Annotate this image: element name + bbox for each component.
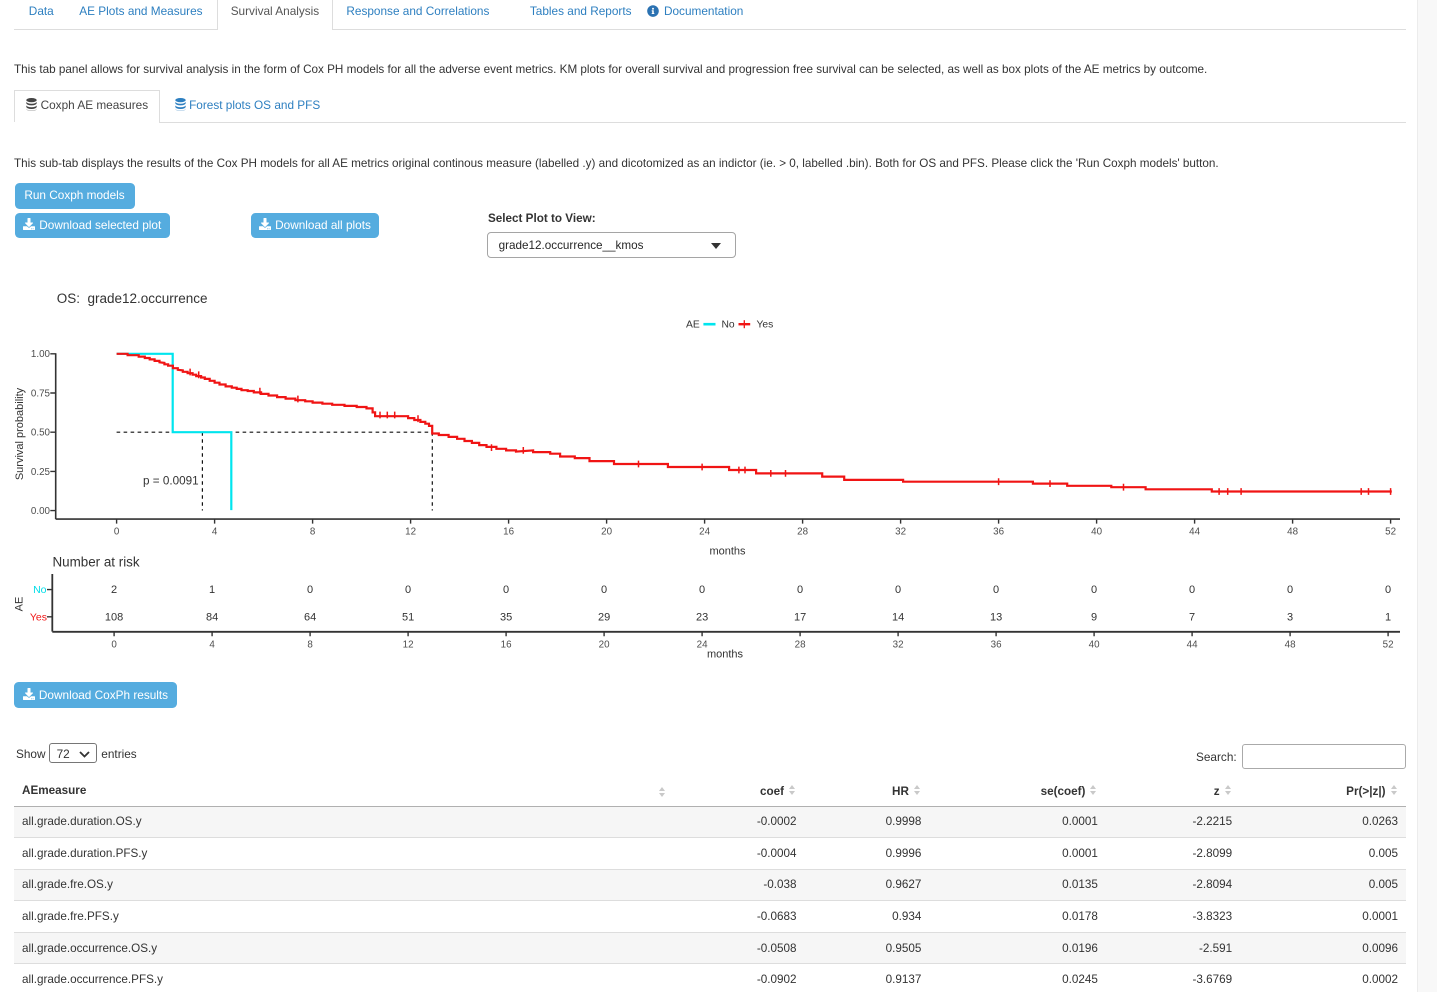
svg-text:28: 28 xyxy=(797,527,808,538)
svg-text:16: 16 xyxy=(501,639,512,650)
svg-text:0.50: 0.50 xyxy=(31,428,51,439)
svg-text:9: 9 xyxy=(1091,611,1097,623)
svg-text:0: 0 xyxy=(601,584,607,596)
svg-text:0: 0 xyxy=(503,584,509,596)
svg-text:84: 84 xyxy=(206,611,218,623)
svg-text:AE: AE xyxy=(686,320,700,331)
svg-text:12: 12 xyxy=(405,527,416,538)
svg-text:32: 32 xyxy=(895,527,906,538)
svg-text:36: 36 xyxy=(993,527,1004,538)
svg-text:0: 0 xyxy=(114,527,120,538)
svg-text:0: 0 xyxy=(1287,584,1293,596)
svg-text:0.25: 0.25 xyxy=(31,467,51,478)
svg-text:16: 16 xyxy=(503,527,514,538)
svg-text:AE: AE xyxy=(14,597,26,612)
svg-text:23: 23 xyxy=(696,611,708,623)
svg-text:35: 35 xyxy=(500,611,512,623)
svg-text:1: 1 xyxy=(209,584,215,596)
svg-text:0: 0 xyxy=(1189,584,1195,596)
svg-text:Yes: Yes xyxy=(30,611,47,623)
svg-text:32: 32 xyxy=(893,639,904,650)
svg-text:0: 0 xyxy=(111,639,117,650)
svg-text:0: 0 xyxy=(1385,584,1391,596)
svg-text:4: 4 xyxy=(212,527,218,538)
svg-text:44: 44 xyxy=(1189,527,1200,538)
svg-text:29: 29 xyxy=(598,611,610,623)
svg-text:OS: grade12.occurrence: OS: grade12.occurrence xyxy=(57,291,208,306)
svg-text:20: 20 xyxy=(601,527,612,538)
svg-text:0: 0 xyxy=(405,584,411,596)
svg-text:40: 40 xyxy=(1089,639,1100,650)
svg-text:17: 17 xyxy=(794,611,806,623)
svg-text:8: 8 xyxy=(310,527,316,538)
svg-text:0.75: 0.75 xyxy=(31,388,51,399)
svg-text:52: 52 xyxy=(1385,527,1396,538)
svg-text:24: 24 xyxy=(697,639,708,650)
svg-text:12: 12 xyxy=(403,639,414,650)
svg-text:No: No xyxy=(722,320,735,331)
svg-text:52: 52 xyxy=(1383,639,1394,650)
svg-text:24: 24 xyxy=(699,527,710,538)
svg-text:months: months xyxy=(707,649,744,661)
svg-text:64: 64 xyxy=(304,611,316,623)
svg-text:20: 20 xyxy=(599,639,610,650)
svg-text:months: months xyxy=(709,546,746,558)
svg-text:40: 40 xyxy=(1091,527,1102,538)
svg-text:0.00: 0.00 xyxy=(31,506,51,517)
svg-text:0: 0 xyxy=(797,584,803,596)
svg-text:Number at risk: Number at risk xyxy=(53,555,140,570)
svg-text:1: 1 xyxy=(1385,611,1391,623)
svg-text:36: 36 xyxy=(991,639,1002,650)
svg-text:Yes: Yes xyxy=(757,320,774,331)
svg-text:1.00: 1.00 xyxy=(31,349,51,360)
svg-text:0: 0 xyxy=(307,584,313,596)
svg-text:No: No xyxy=(33,584,47,596)
svg-text:2: 2 xyxy=(111,584,117,596)
svg-text:44: 44 xyxy=(1187,639,1198,650)
svg-text:14: 14 xyxy=(892,611,904,623)
svg-text:3: 3 xyxy=(1287,611,1293,623)
svg-text:48: 48 xyxy=(1285,639,1296,650)
svg-text:0: 0 xyxy=(993,584,999,596)
svg-text:4: 4 xyxy=(209,639,215,650)
svg-text:28: 28 xyxy=(795,639,806,650)
svg-text:0: 0 xyxy=(895,584,901,596)
svg-text:51: 51 xyxy=(402,611,414,623)
svg-text:108: 108 xyxy=(105,611,123,623)
svg-text:0: 0 xyxy=(699,584,705,596)
svg-text:0: 0 xyxy=(1091,584,1097,596)
svg-text:p = 0.0091: p = 0.0091 xyxy=(143,475,199,488)
svg-text:48: 48 xyxy=(1287,527,1298,538)
svg-text:Survival probability: Survival probability xyxy=(14,387,26,480)
svg-text:13: 13 xyxy=(990,611,1002,623)
svg-text:8: 8 xyxy=(307,639,313,650)
svg-text:7: 7 xyxy=(1189,611,1195,623)
